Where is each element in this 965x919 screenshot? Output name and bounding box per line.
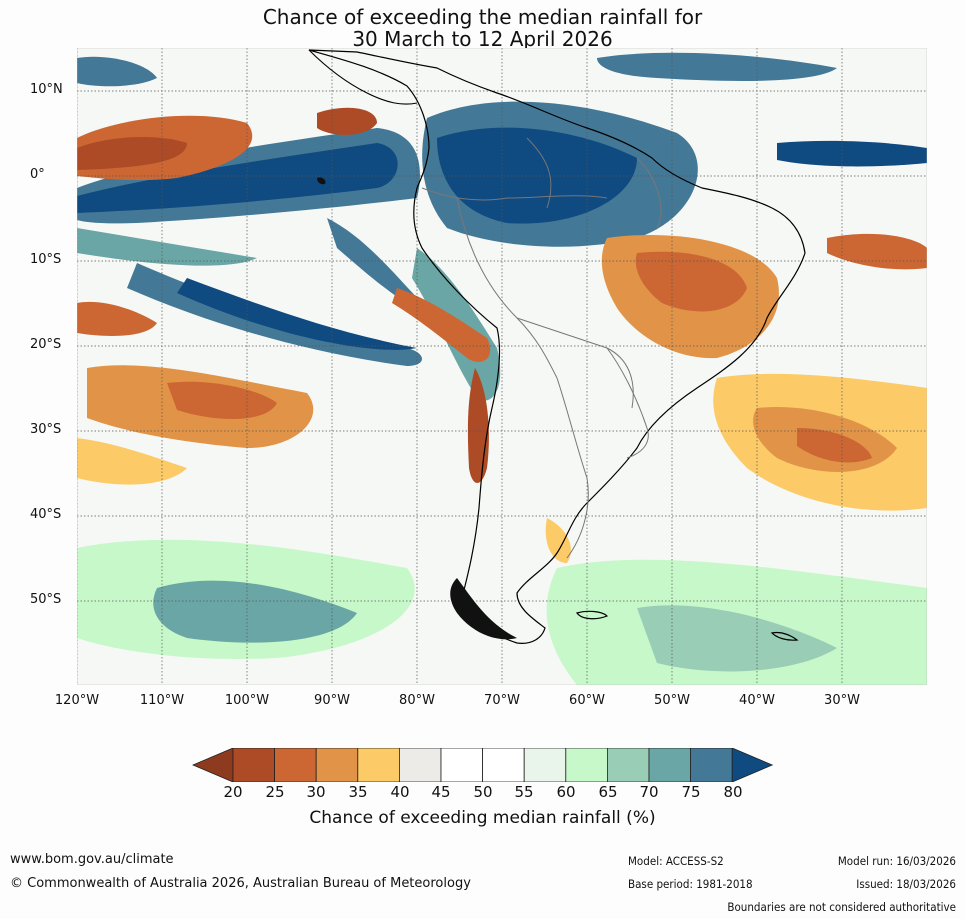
lon-label-100w: 100°W xyxy=(224,693,270,708)
legend-tick-70: 70 xyxy=(639,783,659,801)
wet-streak-southeast-pacific-2 xyxy=(177,278,417,350)
falkland-islands xyxy=(576,610,609,620)
legend-title: Chance of exceeding median rainfall (%) xyxy=(309,808,656,828)
dry-patch-north-pacific-core xyxy=(77,136,187,170)
footer-copyright: © Commonwealth of Australia 2026, Austra… xyxy=(10,876,471,891)
lon-label-120w: 120°W xyxy=(54,693,100,708)
footer-model-run: Model run: 16/03/2026 xyxy=(837,854,956,868)
central-america-coastline xyxy=(308,49,418,105)
legend-tick-65: 65 xyxy=(598,783,618,801)
lon-label-50w: 50°W xyxy=(654,693,690,708)
wet-patch-northwest-pacific xyxy=(77,56,157,87)
lon-label-110w: 110°W xyxy=(139,693,185,708)
dry-patch-southeast-pacific xyxy=(77,301,157,336)
wet-patch-north-atlantic xyxy=(597,52,837,81)
lat-label-30s: 30°S xyxy=(30,422,62,437)
legend-color-cell-60 xyxy=(565,748,608,782)
lat-label-20s: 20°S xyxy=(30,337,62,352)
legend-color-cell-40 xyxy=(398,748,442,782)
footer-model: Model: ACCESS-S2 xyxy=(628,854,724,868)
legend-tick-55: 55 xyxy=(514,783,534,801)
lat-label-50s: 50°S xyxy=(30,592,62,607)
dry-region-brazil-core xyxy=(635,251,747,312)
lon-label-70w: 70°W xyxy=(484,693,520,708)
tierra-del-fuego xyxy=(450,578,517,640)
legend-tick-20: 20 xyxy=(223,783,243,801)
legend-color-cell-30 xyxy=(315,748,359,782)
footer-issued: Issued: 18/03/2026 xyxy=(856,877,956,891)
dry-patch-subtropical-pacific-core xyxy=(167,381,277,420)
legend-color-cell-50 xyxy=(482,748,525,782)
lat-label-10s: 10°S xyxy=(30,252,62,267)
wet-band-equatorial-core xyxy=(77,143,398,213)
legend-arrow-below-20 xyxy=(192,748,234,782)
wet-patch-equatorial-atlantic xyxy=(777,140,927,167)
legend-color-cell-75 xyxy=(690,748,733,782)
legend-colorbar xyxy=(192,748,774,782)
rainfall-probability-map xyxy=(77,48,927,685)
lon-label-90w: 90°W xyxy=(314,693,350,708)
lon-label-60w: 60°W xyxy=(569,693,605,708)
wet-streak-southeast-pacific-4 xyxy=(77,228,257,266)
lon-label-80w: 80°W xyxy=(399,693,435,708)
legend-color-cell-65 xyxy=(606,748,650,782)
south-america-coastline xyxy=(308,49,806,644)
lon-label-40w: 40°W xyxy=(739,693,775,708)
dry-patch-argentina xyxy=(545,518,571,563)
footer-website: www.bom.gov.au/climate xyxy=(10,852,174,867)
legend-color-cell-25 xyxy=(274,748,317,782)
lat-label-0: 0° xyxy=(30,167,45,182)
legend-tick-50: 50 xyxy=(473,783,493,801)
legend-tick-40: 40 xyxy=(390,783,410,801)
legend-color-cell-70 xyxy=(648,748,691,782)
legend-tick-25: 25 xyxy=(265,783,285,801)
footer-disclaimer: Boundaries are not considered authoritat… xyxy=(727,900,956,914)
legend-arrow-above-80 xyxy=(731,748,774,782)
footer-base-period: Base period: 1981-2018 xyxy=(628,877,753,891)
lon-label-30w: 30°W xyxy=(824,693,860,708)
legend-color-cell-45 xyxy=(440,748,483,782)
legend-tick-30: 30 xyxy=(306,783,326,801)
country-borders xyxy=(421,137,662,559)
lat-label-10n: 10°N xyxy=(30,82,63,97)
lat-label-40s: 40°S xyxy=(30,507,62,522)
map-title-line2: 30 March to 12 April 2026 xyxy=(352,27,613,51)
dry-region-east-brazil xyxy=(827,233,927,270)
galapagos-islands xyxy=(317,177,326,185)
legend-tick-60: 60 xyxy=(556,783,576,801)
south-georgia xyxy=(770,631,799,641)
legend-color-cell-55 xyxy=(523,748,567,782)
map-gridlines xyxy=(77,48,927,685)
legend-color-cell-35 xyxy=(357,748,400,782)
dry-patch-30S-pacific xyxy=(77,438,187,485)
wet-patch-southeast-pacific xyxy=(153,580,357,643)
dry-region-south-atlantic-deep xyxy=(797,428,872,463)
legend-color-cell-20 xyxy=(232,748,275,782)
wet-streak-southeast-pacific-3 xyxy=(327,218,427,310)
legend-tick-35: 35 xyxy=(348,783,368,801)
wet-patch-south-atlantic xyxy=(637,605,837,672)
legend-tick-75: 75 xyxy=(681,783,701,801)
legend-tick-45: 45 xyxy=(431,783,451,801)
legend-tick-80: 80 xyxy=(723,783,743,801)
map-title-line1: Chance of exceeding the median rainfall … xyxy=(262,5,703,29)
dry-strip-peru-chile xyxy=(392,288,491,362)
